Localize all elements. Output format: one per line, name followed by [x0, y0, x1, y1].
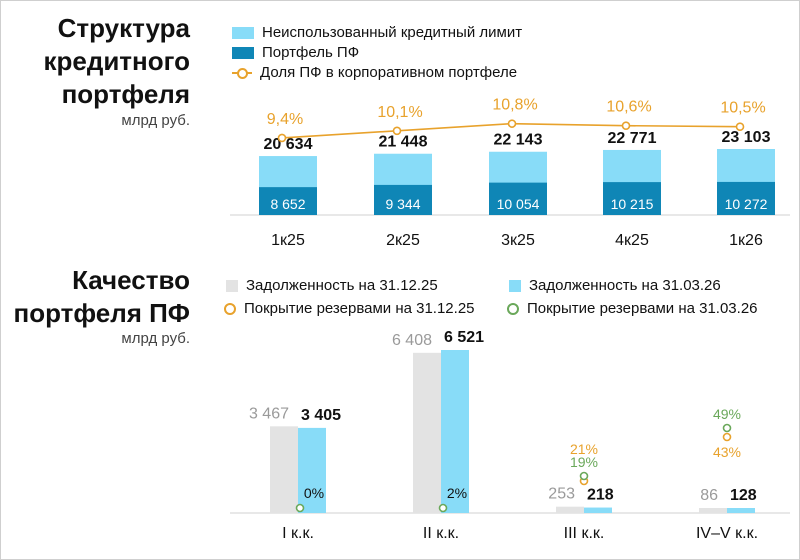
- share-label: 10,5%: [720, 100, 765, 117]
- quality-title: Качество портфеля ПФ: [13, 265, 190, 328]
- total-label: 20 634: [264, 136, 313, 153]
- bar-pf-portfolio: [374, 184, 432, 215]
- legend-swatch-gray: [226, 280, 238, 293]
- legend-swatch-dark: [232, 47, 254, 60]
- legend-unused-limit: Неиспользованный кредитный лимит: [232, 24, 522, 41]
- legend-pf-share: Доля ПФ в корпоративном портфеле: [232, 64, 517, 81]
- debt-q1-label: 6 521: [444, 329, 484, 346]
- total-label: 23 103: [722, 129, 771, 146]
- legend-coverage-q4: Покрытие резервами на 31.12.25: [224, 300, 475, 317]
- legend-coverage-q1: Покрытие резервами на 31.03.26: [507, 300, 758, 317]
- coverage-q1-point: [722, 423, 732, 433]
- legend-debt-q4: Задолженность на 31.12.25: [226, 277, 438, 294]
- coverage-q1-label: 0%: [304, 485, 324, 501]
- legend-label: Неиспользованный кредитный лимит: [262, 24, 523, 41]
- total-label: 22 143: [494, 132, 543, 149]
- bar-debt-q4: [270, 426, 298, 513]
- line-point: [507, 119, 517, 128]
- legend-label: Доля ПФ в корпоративном портфеле: [260, 64, 518, 81]
- debt-q4-label: 253: [548, 486, 575, 503]
- coverage-q4-label: 43%: [713, 444, 741, 460]
- share-label: 9,4%: [267, 111, 303, 128]
- segment-label: 8 652: [270, 196, 305, 212]
- segment-label: 10 054: [497, 196, 540, 212]
- coverage-q1-point: [295, 503, 305, 513]
- debt-q4-label: 6 408: [392, 332, 432, 349]
- coverage-q4-label: 21%: [570, 441, 598, 457]
- segment-label: 10 272: [725, 196, 768, 212]
- category-label: I к.к.: [282, 525, 314, 542]
- bar-pf-portfolio: [717, 181, 775, 215]
- line-point: [735, 122, 745, 131]
- debt-q4-label: 86: [700, 487, 718, 504]
- bar-debt-q1: [298, 427, 326, 513]
- coverage-q1-label: 2%: [447, 485, 467, 501]
- structure-title: Структура кредитного портфеля: [43, 13, 190, 109]
- coverage-q1-point: [438, 503, 448, 513]
- debt-q4-label: 3 467: [249, 405, 289, 422]
- bar-pf-portfolio: [489, 182, 547, 215]
- segment-label: 9 344: [385, 196, 420, 212]
- legend-debt-q1: Задолженность на 31.03.26: [509, 277, 721, 294]
- bar-pf-portfolio: [603, 182, 661, 215]
- share-label: 10,6%: [606, 99, 651, 116]
- bar-debt-q1: [584, 507, 612, 513]
- line-point: [392, 126, 402, 136]
- category-label: 4к25: [615, 232, 649, 249]
- debt-q1-label: 128: [730, 487, 757, 504]
- coverage-q1-label: 19%: [570, 454, 598, 470]
- bar-pf-portfolio: [259, 187, 317, 215]
- bar-debt-q4: [413, 352, 441, 513]
- legend-swatch-light: [509, 280, 521, 293]
- coverage-q1-point: [579, 471, 589, 481]
- share-label: 10,1%: [377, 104, 422, 121]
- line-point: [621, 121, 631, 130]
- legend-label: Покрытие резервами на 31.03.26: [527, 300, 758, 317]
- segment-label: 10 215: [611, 196, 654, 212]
- category-label: 2к25: [386, 232, 420, 249]
- legend-label: Покрытие резервами на 31.12.25: [244, 300, 475, 317]
- category-label: III к.к.: [564, 525, 605, 542]
- legend-swatch-orange: [224, 303, 236, 316]
- coverage-q4-point: [722, 432, 732, 442]
- structure-unit: млрд руб.: [121, 112, 190, 129]
- category-label: II к.к.: [423, 525, 459, 542]
- category-label: 3к25: [501, 232, 535, 249]
- total-label: 21 448: [379, 134, 428, 151]
- bar-debt-q4: [699, 508, 727, 513]
- share-label: 10,8%: [492, 97, 537, 114]
- category-label: 1к25: [271, 232, 305, 249]
- legend-swatch-green: [507, 303, 519, 316]
- line-point: [277, 133, 287, 143]
- legend-swatch-light: [232, 27, 254, 40]
- coverage-q1-label: 49%: [713, 406, 741, 422]
- bar-debt-q4: [556, 506, 584, 513]
- debt-q1-label: 218: [587, 487, 614, 504]
- bar-debt-q1: [727, 508, 755, 513]
- legend-pf-portfolio: Портфель ПФ: [232, 44, 359, 61]
- legend-label: Задолженность на 31.03.26: [529, 277, 721, 294]
- legend-swatch-line: [232, 68, 252, 80]
- quality-unit: млрд руб.: [121, 330, 190, 347]
- legend-label: Задолженность на 31.12.25: [246, 277, 438, 294]
- category-label: IV–V к.к.: [696, 525, 758, 542]
- total-label: 22 771: [608, 130, 657, 147]
- bar-debt-q1: [441, 350, 469, 513]
- debt-q1-label: 3 405: [301, 407, 341, 424]
- category-label: 1к26: [729, 232, 763, 249]
- legend-label: Портфель ПФ: [262, 44, 360, 61]
